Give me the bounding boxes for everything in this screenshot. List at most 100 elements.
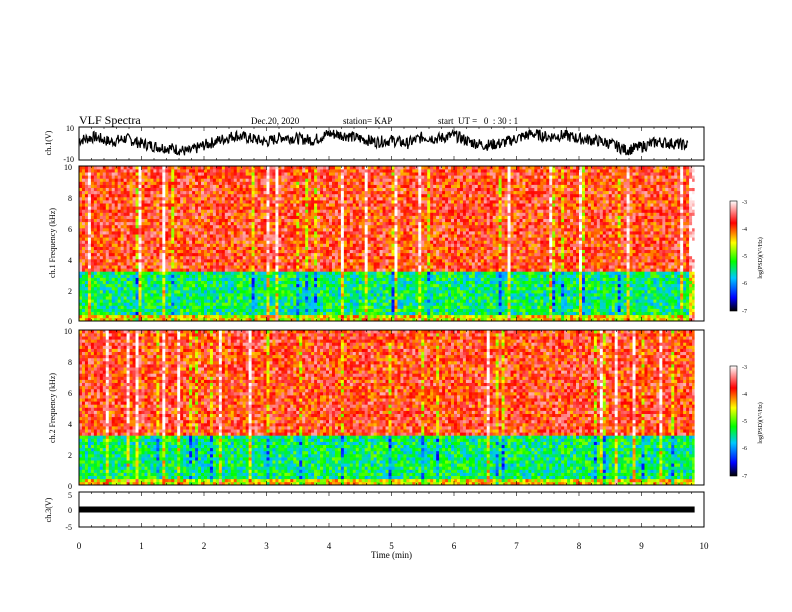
- spectrogram-cell: [177, 262, 181, 266]
- spectrogram-cell: [305, 314, 309, 319]
- spectrogram-cell: [299, 234, 303, 238]
- spectrogram-cell: [308, 175, 312, 179]
- spectrogram-cell: [135, 190, 139, 195]
- spectrogram-cell: [186, 234, 190, 238]
- spectrogram-cell: [326, 265, 330, 269]
- spectrogram-cell: [212, 286, 217, 291]
- spectrogram-cell: [329, 206, 333, 210]
- spectrogram-cell: [224, 277, 229, 281]
- spectrogram-cell: [242, 262, 246, 266]
- spectrogram-cell: [102, 169, 107, 173]
- spectrogram-cell: [299, 308, 303, 312]
- spectrogram-cell: [129, 268, 133, 272]
- spectrogram-cell: [346, 237, 351, 241]
- spectrogram-cell: [192, 302, 196, 306]
- spectrogram-cell: [93, 193, 98, 198]
- spectrogram-cell: [317, 172, 321, 176]
- spectrogram-cell: [305, 175, 309, 179]
- spectrogram-cell: [331, 299, 336, 303]
- spectrogram-cell: [373, 277, 377, 281]
- spectrogram-cell: [168, 224, 172, 229]
- spectrogram-cell: [129, 212, 133, 216]
- spectrogram-cell: [364, 218, 368, 223]
- spectrogram-cell: [102, 218, 107, 223]
- spectrogram-cell: [201, 172, 205, 176]
- spectrogram-cell: [183, 212, 187, 216]
- spectrogram-cell: [141, 293, 145, 297]
- spectrogram-cell: [165, 215, 169, 219]
- spectrogram-cell: [248, 280, 252, 285]
- spectrogram-cell: [180, 184, 184, 188]
- spectrogram-cell: [266, 283, 270, 288]
- spectrogram-cell: [81, 308, 86, 312]
- spectrogram-cell: [159, 262, 163, 266]
- spectrogram-cell: [209, 178, 214, 182]
- spectrogram-cell: [340, 228, 345, 232]
- spectrogram-cell: [260, 203, 264, 207]
- spectrogram-cell: [209, 184, 214, 188]
- spectrogram-cell: [373, 302, 377, 306]
- spectrogram-cell: [323, 296, 327, 300]
- spectrogram-cell: [159, 181, 163, 185]
- spectrogram-cell: [236, 166, 241, 170]
- spectrogram-cell: [284, 302, 288, 306]
- spectrogram-cell: [287, 308, 291, 312]
- spectrogram-cell: [320, 296, 324, 300]
- spectrogram-cell: [218, 193, 223, 198]
- spectrogram-cell: [150, 286, 154, 291]
- spectrogram-cell: [367, 169, 371, 173]
- spectrogram-cell: [343, 271, 348, 275]
- spectrogram-cell: [99, 277, 104, 281]
- spectrogram-cell: [180, 262, 184, 266]
- spectrogram-cell: [99, 221, 104, 226]
- spectrogram-cell: [349, 200, 354, 204]
- spectrogram-cell: [230, 178, 235, 182]
- spectrogram-cell: [120, 197, 124, 201]
- spectrogram-cell: [373, 231, 377, 235]
- spectrogram-cell: [284, 215, 288, 219]
- spectrogram-cell: [206, 209, 211, 213]
- spectrogram-cell: [299, 265, 303, 269]
- spectrogram-cell: [215, 197, 220, 201]
- spectrogram-cell: [105, 311, 110, 316]
- spectrogram-cell: [201, 212, 205, 216]
- spectrogram-cell: [317, 249, 321, 254]
- spectrogram-cell: [254, 221, 258, 226]
- spectrogram-cell: [278, 280, 282, 285]
- spectrogram-cell: [358, 302, 363, 306]
- spectrogram-cell: [343, 302, 348, 306]
- spectrogram-cell: [135, 221, 139, 226]
- spectrogram-cell: [186, 240, 190, 244]
- spectrogram-cell: [245, 290, 249, 294]
- spectrogram-cell: [165, 181, 169, 185]
- spectrogram-cell: [132, 228, 136, 232]
- spectrogram-cell: [99, 169, 104, 173]
- spectrogram-cell: [108, 193, 113, 198]
- spectrogram-cell: [269, 169, 273, 173]
- spectrogram-cell: [245, 228, 249, 232]
- spectrogram-cell: [221, 262, 226, 266]
- spectrogram-cell: [305, 262, 309, 266]
- spectrogram-cell: [108, 249, 113, 254]
- spectrogram-cell: [198, 228, 202, 232]
- spectrogram-cell: [251, 184, 255, 188]
- spectrogram-cell: [123, 206, 127, 210]
- spectrogram-cell: [150, 215, 154, 219]
- spectrogram-cell: [275, 190, 279, 195]
- spectrogram-cell: [221, 224, 226, 229]
- spectrogram-cell: [326, 293, 330, 297]
- spectrogram-cell: [293, 299, 297, 303]
- spectrogram-cell: [99, 302, 104, 306]
- spectrogram-cell: [79, 184, 83, 188]
- spectrogram-cell: [221, 246, 226, 250]
- spectrogram-cell: [195, 274, 199, 278]
- spectrogram-cell: [239, 221, 243, 226]
- spectrogram-cell: [93, 302, 98, 306]
- spectrogram-cell: [81, 277, 86, 281]
- spectrogram-cell: [90, 268, 95, 272]
- spectrogram-cell: [337, 193, 342, 198]
- spectrogram-cell: [340, 240, 345, 244]
- spectrogram-cell: [174, 277, 178, 281]
- spectrogram-cell: [186, 299, 190, 303]
- spectrogram-cell: [305, 286, 309, 291]
